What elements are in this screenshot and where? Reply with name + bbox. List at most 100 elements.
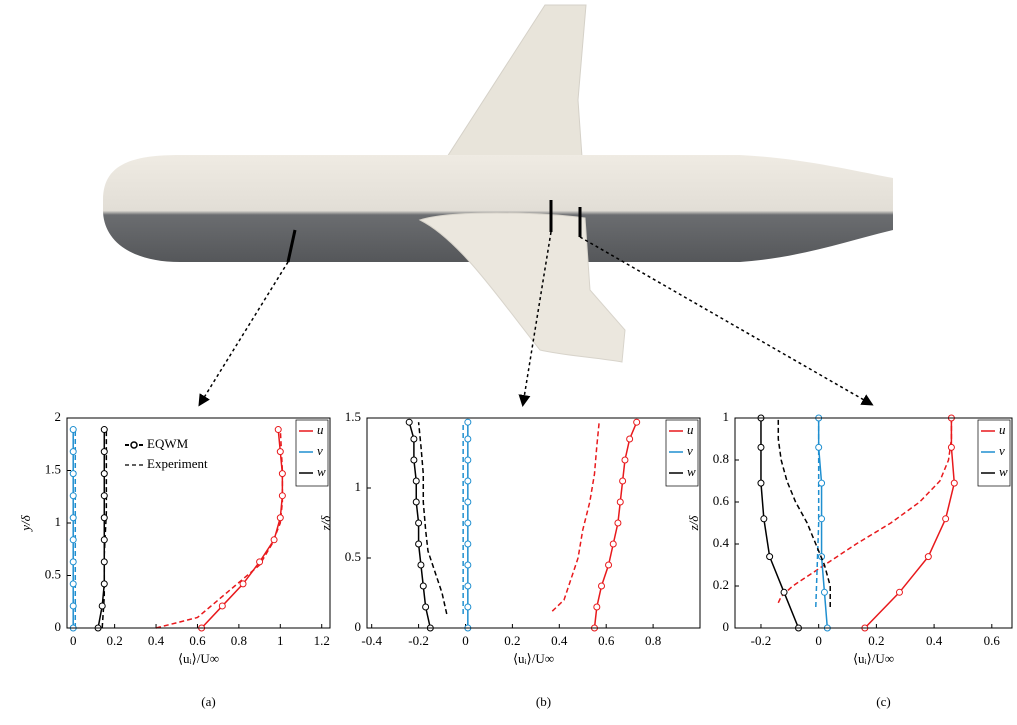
x-tick-label: -0.2 xyxy=(408,633,429,648)
model-point xyxy=(277,515,283,521)
model-point xyxy=(781,589,787,595)
y-tick-label: 0.2 xyxy=(713,577,729,592)
model-point xyxy=(240,581,246,587)
style-legend-label: EQWM xyxy=(147,436,189,451)
model-point xyxy=(418,562,424,568)
x-tick-label: 0 xyxy=(815,633,822,648)
page: {"chart_data": [ {"type": "profile", "ca… xyxy=(0,0,1017,725)
legend-label: w xyxy=(999,464,1008,479)
y-tick-label: 0 xyxy=(723,619,730,634)
style-legend-label: Experiment xyxy=(147,456,208,471)
model-point xyxy=(271,537,277,543)
legend-label: v xyxy=(999,443,1005,458)
model-point xyxy=(411,457,417,463)
model-point xyxy=(821,589,827,595)
model-point xyxy=(279,493,285,499)
x-tick-label: 0 xyxy=(462,633,469,648)
model-line xyxy=(202,430,283,628)
figure: 00.20.40.60.811.200.511.52⟨uᵢ⟩/U∞y/δ(a)u… xyxy=(0,0,1017,725)
x-tick-label: 0 xyxy=(70,633,77,648)
legend-label: u xyxy=(317,422,324,437)
x-tick-label: 0.4 xyxy=(926,633,943,648)
legend-label: v xyxy=(317,443,323,458)
model-point xyxy=(620,478,626,484)
x-axis-label: ⟨uᵢ⟩/U∞ xyxy=(853,651,894,666)
model-point xyxy=(275,427,281,433)
model-point xyxy=(634,419,640,425)
model-line xyxy=(98,430,104,628)
model-point xyxy=(943,516,949,522)
model-point xyxy=(465,478,471,484)
x-tick-label: 0.4 xyxy=(148,633,165,648)
legend-label: w xyxy=(317,464,326,479)
model-point xyxy=(465,436,471,442)
model-point xyxy=(101,581,107,587)
x-tick-label: 0.2 xyxy=(868,633,884,648)
model-line xyxy=(865,418,954,628)
model-point xyxy=(411,436,417,442)
y-tick-label: 0.8 xyxy=(713,451,729,466)
model-point xyxy=(925,554,931,560)
model-point xyxy=(819,480,825,486)
model-point xyxy=(610,541,616,547)
experiment-line xyxy=(552,422,599,611)
model-point xyxy=(70,581,76,587)
model-point xyxy=(416,541,422,547)
x-tick-label: 0.4 xyxy=(551,633,568,648)
y-tick-label: 1 xyxy=(55,514,62,529)
model-point xyxy=(70,471,76,477)
model-point xyxy=(420,583,426,589)
x-tick-label: -0.4 xyxy=(361,633,382,648)
y-tick-label: 1 xyxy=(723,409,730,424)
legend-label: u xyxy=(999,422,1006,437)
model-point xyxy=(413,499,419,505)
y-tick-label: 0 xyxy=(355,619,362,634)
model-point xyxy=(416,520,422,526)
model-point xyxy=(423,604,429,610)
model-point xyxy=(465,541,471,547)
model-point xyxy=(606,562,612,568)
model-point xyxy=(465,562,471,568)
aircraft xyxy=(103,5,893,404)
model-point xyxy=(951,480,957,486)
model-point xyxy=(617,499,623,505)
model-point xyxy=(70,537,76,543)
model-point xyxy=(101,471,107,477)
model-point xyxy=(758,480,764,486)
legend-label: v xyxy=(687,443,693,458)
model-point xyxy=(101,559,107,565)
x-tick-label: 0.6 xyxy=(189,633,206,648)
y-tick-label: 0.5 xyxy=(45,566,61,581)
model-point xyxy=(599,583,605,589)
model-point xyxy=(465,604,471,610)
model-point xyxy=(101,493,107,499)
x-tick-label: 1.2 xyxy=(314,633,330,648)
y-axis-label: z/δ xyxy=(686,515,701,532)
model-point xyxy=(465,583,471,589)
x-tick-label: 0.8 xyxy=(645,633,661,648)
model-point xyxy=(99,603,105,609)
model-point xyxy=(101,537,107,543)
x-tick-label: 0.2 xyxy=(504,633,520,648)
caption: (c) xyxy=(876,694,890,709)
legend-label: u xyxy=(687,422,694,437)
model-point xyxy=(70,449,76,455)
caption: (a) xyxy=(201,694,215,709)
y-tick-label: 0 xyxy=(55,619,62,634)
model-point xyxy=(896,589,902,595)
y-tick-label: 1.5 xyxy=(45,461,61,476)
model-point xyxy=(219,603,225,609)
model-point xyxy=(279,471,285,477)
model-point xyxy=(70,515,76,521)
model-point xyxy=(819,516,825,522)
y-tick-label: 1.5 xyxy=(345,409,361,424)
plot-frame xyxy=(735,418,1012,628)
model-point xyxy=(70,493,76,499)
model-line xyxy=(761,418,799,628)
model-point xyxy=(465,419,471,425)
x-tick-label: 0.2 xyxy=(107,633,123,648)
model-point xyxy=(465,499,471,505)
model-point xyxy=(413,478,419,484)
x-axis-label: ⟨uᵢ⟩/U∞ xyxy=(178,651,219,666)
x-tick-label: 1 xyxy=(277,633,284,648)
